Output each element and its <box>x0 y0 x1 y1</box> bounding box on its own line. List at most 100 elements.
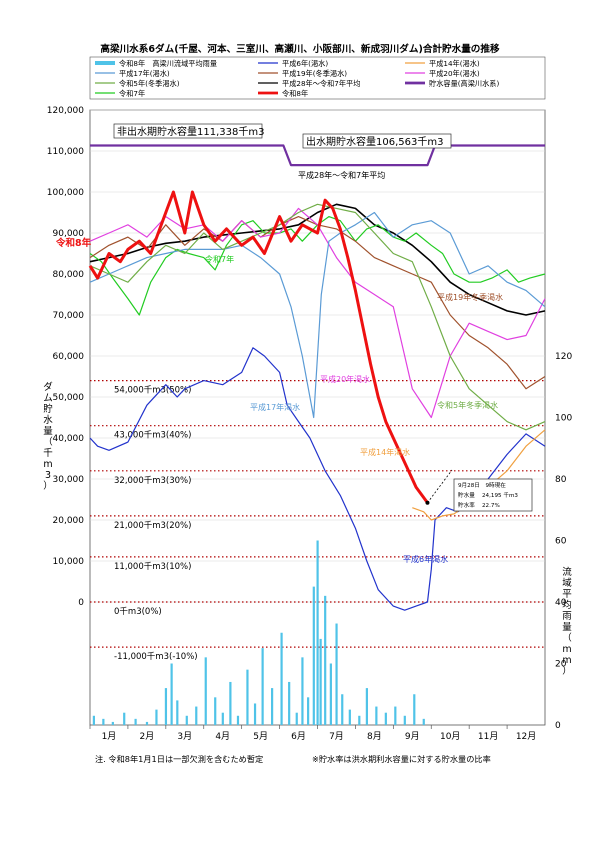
rainfall-bar <box>301 657 304 725</box>
rainfall-bar <box>312 586 315 725</box>
y-left-tick: 40,000 <box>53 434 85 444</box>
grid <box>90 109 545 603</box>
note-left: 注. 令和8年1月1日は一部欠測を含むため暫定 <box>95 754 263 764</box>
legend-label: 平成19年(冬季渇水) <box>282 69 347 78</box>
y-left-tick: 0 <box>78 598 84 608</box>
rainfall-bar <box>422 718 425 725</box>
annotation-h14: 平成14年渇水 <box>360 447 410 457</box>
latest-value-point <box>425 500 430 505</box>
x-tick: 7月 <box>329 731 344 742</box>
rainfall-bar <box>102 718 105 725</box>
y-right-label-char: 流 <box>562 566 572 578</box>
annotation-h6: 平成6年渇水 <box>403 554 448 564</box>
rainfall-bar <box>145 721 149 725</box>
legend-label: 平成17年(渇水) <box>119 69 170 78</box>
y-right-label-char: 平 <box>562 589 572 600</box>
y-left-label-char: 3 <box>45 470 51 481</box>
axes: 120,000 110,000 100,000 90,000 80,000 70,000 6… <box>43 106 572 742</box>
y-right-tick: 100 <box>555 414 572 424</box>
y-left-tick: 30,000 <box>53 475 85 485</box>
annotation-r5: 令和5年冬季渇水 <box>437 400 498 410</box>
rainfall-bar <box>403 715 406 725</box>
rainfall-bar <box>195 706 198 725</box>
rainfall-bar <box>170 663 173 725</box>
y-left-label-char: 貯 <box>43 404 53 415</box>
y-left-tick: 70,000 <box>53 311 85 321</box>
legend-label: 平成14年(渇水) <box>429 59 480 68</box>
rainfall-bar <box>341 694 344 725</box>
y-right-label-char: 雨 <box>562 611 572 622</box>
y-right-tick: 60 <box>555 537 567 547</box>
x-tick: 6月 <box>291 731 306 742</box>
x-tick: 8月 <box>367 731 382 742</box>
info-storage-value: 24,195 千m3 <box>482 491 518 499</box>
rainfall-bar <box>155 709 158 725</box>
y-right-tick: 80 <box>555 475 567 485</box>
rainfall-bar <box>176 700 179 725</box>
rainfall-bar <box>92 715 95 725</box>
rainfall-bar <box>348 709 351 725</box>
annotation-h20: 平成20年渇水 <box>320 374 370 384</box>
percent-line-label: 0千m3(0%) <box>114 606 162 617</box>
x-tick: 9月 <box>405 731 420 742</box>
storage-lines <box>88 144 546 611</box>
rainfall-bar <box>271 688 274 725</box>
y-right-label-char: 域 <box>562 577 572 589</box>
annotation-h19: 平成19年冬季渇水 <box>437 292 503 302</box>
rainfall-bars <box>92 540 425 725</box>
y-right-label-char: m <box>562 644 571 655</box>
rainfall-bar <box>324 595 327 725</box>
rainfall-bar <box>365 688 368 725</box>
rainfall-bar <box>335 623 338 725</box>
percent-line-label: 21,000千m3(20%) <box>114 520 191 531</box>
rainfall-bar <box>229 681 232 725</box>
rainfall-bar <box>307 697 310 725</box>
series-line <box>90 144 545 167</box>
x-tick: 2月 <box>140 731 155 742</box>
y-left-label-char: ） <box>43 480 53 492</box>
y-right-tick: 120 <box>555 352 572 362</box>
x-tick: 3月 <box>177 731 192 742</box>
y-left-tick: 90,000 <box>53 229 85 239</box>
series-line <box>89 347 546 611</box>
info-storage-label: 貯水量 <box>458 491 475 499</box>
legend-label: 令和5年(冬季渇水) <box>119 79 180 88</box>
annotation-r8: 令和8年 <box>55 237 92 249</box>
series-line <box>89 203 546 431</box>
percent-line-label: -11,000千m3(-10%) <box>114 651 198 662</box>
rainfall-bar <box>384 712 387 725</box>
flood-capacity-label: 出水期貯水容量106,563千m3 <box>306 135 443 148</box>
y-left-tick: 20,000 <box>53 516 85 526</box>
y-left-label-char: 千 <box>43 448 53 459</box>
x-tick: 5月 <box>253 731 268 742</box>
percent-line-label: 43,000千m3(40%) <box>114 430 191 441</box>
y-left-label-char: 水 <box>43 414 53 426</box>
annotation-h17: 平成17年渇水 <box>250 402 300 412</box>
rainfall-bar <box>214 697 217 725</box>
y-right-label-char: （ <box>562 632 572 644</box>
x-tick: 12月 <box>516 731 536 742</box>
rainfall-bar <box>134 718 137 725</box>
rainfall-bar <box>261 648 264 725</box>
rainfall-bar <box>329 663 332 725</box>
y-left-label-char: ダ <box>43 381 53 393</box>
y-left-tick: 80,000 <box>53 270 85 280</box>
y-right-tick: 40 <box>555 598 567 608</box>
rainfall-bar <box>185 715 188 725</box>
legend: 令和8年 高梁川流域平均雨量 平成6年(渇水) 平成14年(渇水) 平成17年(渇水)… <box>89 56 546 100</box>
chart-title: 高梁川水系6ダム(千屋、河本、三室川、高瀬川、小阪部川、新成羽川ダム)合計貯水量… <box>100 43 500 55</box>
y-left-label-char: ム <box>43 393 53 404</box>
legend-label: 令和8年 高梁川流域平均雨量 <box>119 59 217 68</box>
non-flood-capacity-box <box>113 123 263 139</box>
percent-line-label: 32,000千m3(30%) <box>114 475 191 486</box>
y-left-tick: 60,000 <box>53 352 85 362</box>
legend-label: 平成28年～令和7年平均 <box>282 79 360 88</box>
y-left-tick: 10,000 <box>53 557 85 567</box>
y-right-tick: 20 <box>555 660 567 670</box>
legend-label: 平成6年(渇水) <box>282 59 328 68</box>
info-date: 9月28日 9時現在 <box>458 481 506 489</box>
series-line <box>88 190 429 504</box>
percent-reference-lines: 54,000千m3(50%) 43,000千m3(40%) 32,000千m3(30… <box>90 380 545 662</box>
y-right-label-char: 均 <box>562 599 572 611</box>
info-rate-label: 貯水率 <box>458 501 475 509</box>
